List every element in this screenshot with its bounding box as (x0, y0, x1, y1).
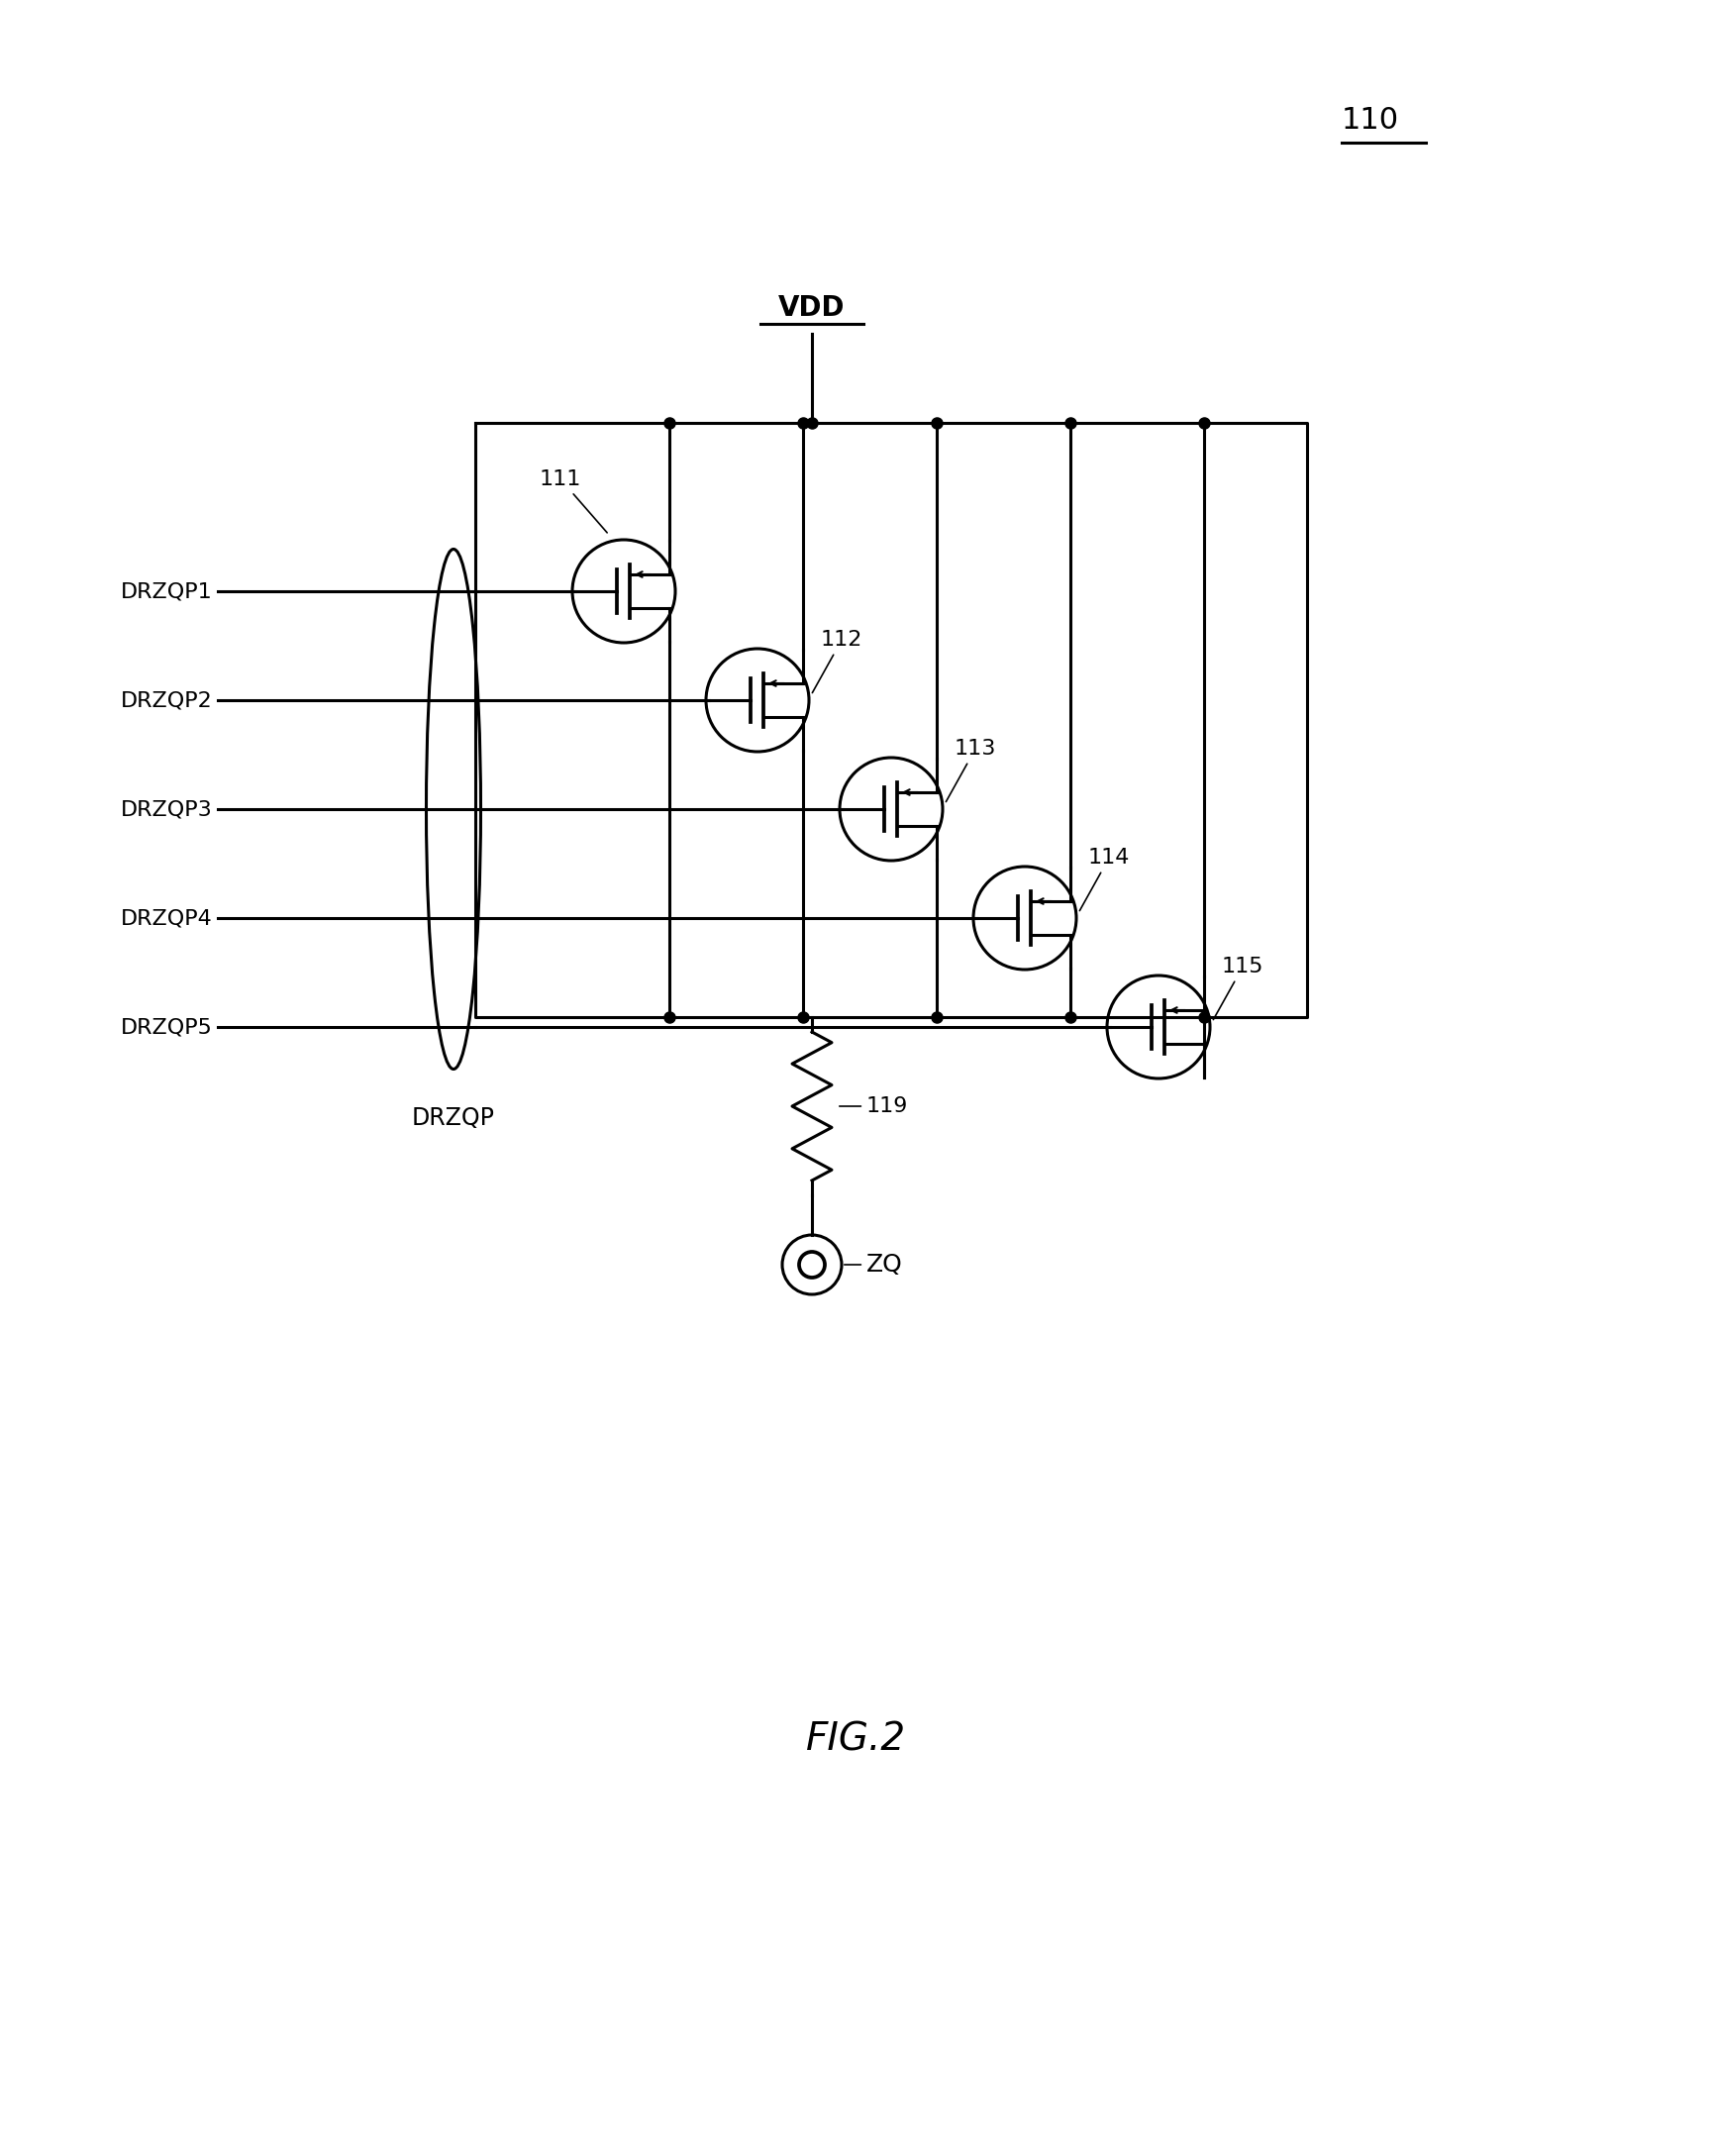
Text: DRZQP: DRZQP (411, 1106, 495, 1130)
Text: 111: 111 (540, 470, 606, 533)
Text: DRZQP5: DRZQP5 (122, 1018, 212, 1037)
Text: 110: 110 (1341, 106, 1398, 136)
Text: FIG.2: FIG.2 (807, 1720, 906, 1759)
Text: 115: 115 (1213, 957, 1262, 1020)
Text: 119: 119 (839, 1095, 908, 1117)
Text: DRZQP3: DRZQP3 (122, 800, 212, 819)
Text: 112: 112 (812, 630, 862, 692)
Text: VDD: VDD (778, 293, 845, 321)
Text: 114: 114 (1079, 847, 1129, 910)
Text: DRZQP1: DRZQP1 (122, 582, 212, 602)
Text: ZQ: ZQ (845, 1253, 903, 1276)
Text: 113: 113 (946, 740, 995, 802)
Text: DRZQP4: DRZQP4 (122, 908, 212, 927)
Text: DRZQP2: DRZQP2 (122, 690, 212, 709)
